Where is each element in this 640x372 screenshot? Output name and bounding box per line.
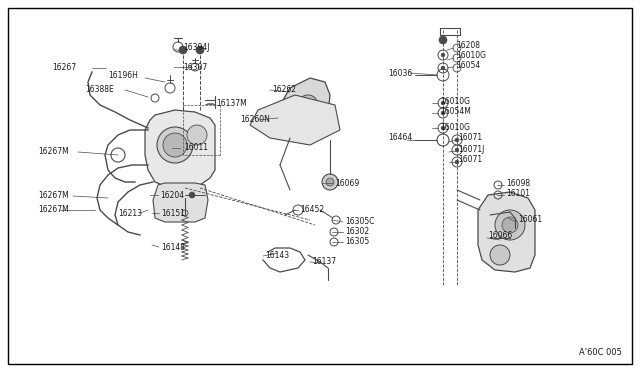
Text: 16071: 16071 (458, 155, 482, 164)
Circle shape (455, 160, 459, 164)
Circle shape (441, 111, 445, 115)
Text: 16098: 16098 (506, 179, 530, 187)
Circle shape (441, 126, 445, 130)
Text: 16267M: 16267M (38, 205, 68, 215)
Text: 16260N: 16260N (240, 115, 270, 125)
Text: 16394J: 16394J (183, 42, 209, 51)
Circle shape (441, 66, 445, 70)
Text: 16267: 16267 (52, 64, 76, 73)
Circle shape (187, 125, 207, 145)
Text: 16204: 16204 (160, 190, 184, 199)
Text: 16010G: 16010G (440, 122, 470, 131)
Polygon shape (145, 110, 215, 188)
Text: 16305C: 16305C (345, 218, 374, 227)
Text: 16066: 16066 (488, 231, 512, 241)
Text: 16010G: 16010G (456, 51, 486, 61)
Text: 16452: 16452 (300, 205, 324, 215)
Polygon shape (478, 192, 535, 272)
Text: 16143: 16143 (265, 251, 289, 260)
Circle shape (502, 217, 518, 233)
Text: 16061: 16061 (518, 215, 542, 224)
Circle shape (157, 127, 193, 163)
Circle shape (441, 101, 445, 105)
Text: 16213: 16213 (118, 208, 142, 218)
Text: 16148: 16148 (161, 243, 185, 251)
Text: 16036: 16036 (388, 68, 412, 77)
Text: 16262: 16262 (272, 86, 296, 94)
Polygon shape (283, 78, 330, 132)
Text: 16137M: 16137M (216, 99, 247, 108)
Circle shape (303, 100, 313, 110)
Circle shape (439, 36, 447, 44)
Polygon shape (250, 95, 340, 145)
Text: 16010G: 16010G (440, 96, 470, 106)
Circle shape (189, 192, 195, 198)
Text: 16151: 16151 (161, 208, 185, 218)
Text: 16307: 16307 (183, 62, 207, 71)
Text: 16267M: 16267M (38, 148, 68, 157)
Text: 16054: 16054 (456, 61, 480, 71)
Text: 16011: 16011 (184, 144, 208, 153)
Text: 16302: 16302 (345, 228, 369, 237)
Text: 16069: 16069 (335, 179, 359, 187)
Circle shape (179, 46, 187, 54)
Polygon shape (153, 183, 208, 222)
Circle shape (196, 46, 204, 54)
Circle shape (326, 178, 334, 186)
Text: 16208: 16208 (456, 42, 480, 51)
Circle shape (495, 210, 525, 240)
Circle shape (322, 174, 338, 190)
Text: 16464: 16464 (388, 134, 412, 142)
Text: 16071J: 16071J (458, 144, 484, 154)
Text: 16388E: 16388E (85, 86, 114, 94)
Circle shape (298, 95, 318, 115)
Text: 16196H: 16196H (108, 71, 138, 80)
Circle shape (455, 148, 459, 152)
Text: 16137: 16137 (312, 257, 336, 266)
Text: 16305: 16305 (345, 237, 369, 247)
Text: 16071: 16071 (458, 134, 482, 142)
Circle shape (163, 133, 187, 157)
Circle shape (455, 138, 459, 142)
Circle shape (441, 53, 445, 57)
Text: A'60C 005: A'60C 005 (579, 348, 622, 357)
Text: 16101: 16101 (506, 189, 530, 198)
Text: 16054M: 16054M (440, 106, 471, 115)
Circle shape (490, 245, 510, 265)
Text: 16267M: 16267M (38, 192, 68, 201)
